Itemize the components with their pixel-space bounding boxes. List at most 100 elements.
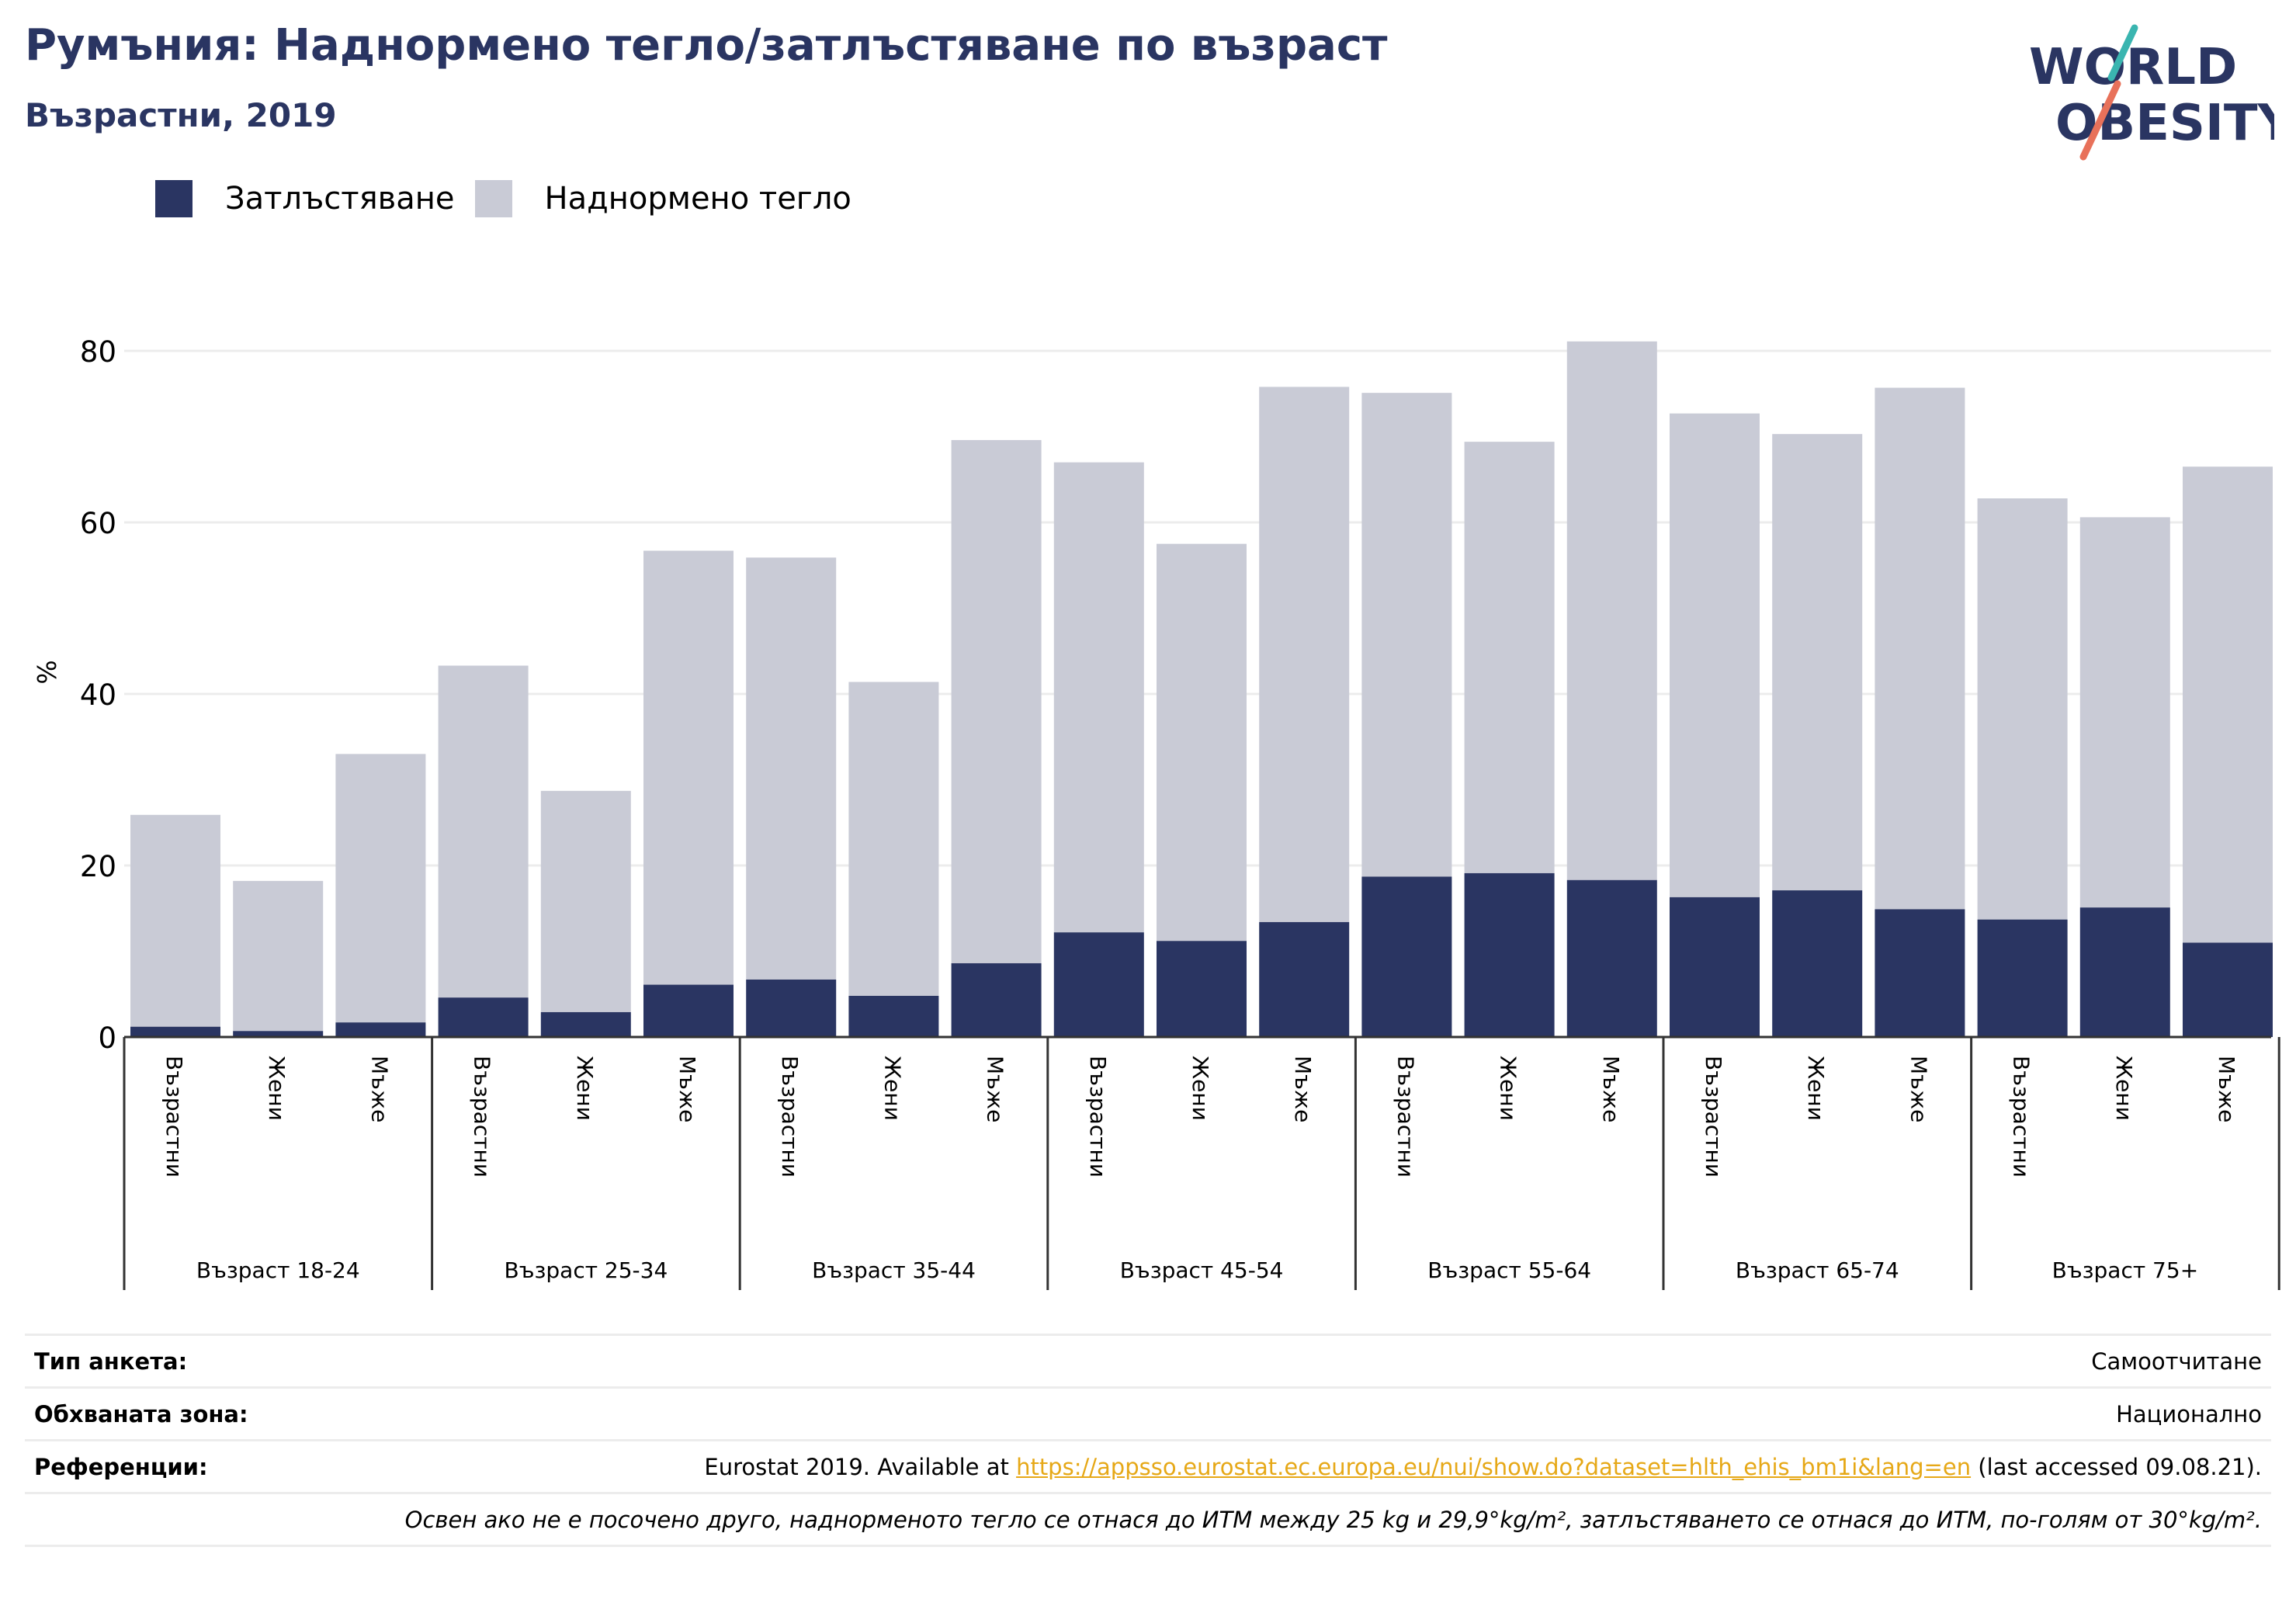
x-group-label: Възраст 55-64 <box>1427 1257 1591 1283</box>
x-subcategory-label: Жени <box>572 1056 598 1121</box>
info-row-coverage: Обхваната зона: Национално <box>25 1386 2271 1441</box>
x-subcategory-label: Мъже <box>1906 1056 1931 1122</box>
y-tick-label: 0 <box>98 1021 116 1055</box>
x-subcategory-label: Жени <box>2111 1056 2137 1121</box>
x-subcategory-label: Мъже <box>1290 1056 1316 1122</box>
y-axis-label: % <box>32 660 62 684</box>
x-group-label: Възраст 25-34 <box>505 1257 668 1283</box>
x-subcategory-label: Жени <box>879 1056 905 1121</box>
bar-chart: 0 20 40 60 80% Възрастни Жени Мъже Възрастни Жени… <box>32 335 2280 1290</box>
x-subcategory-label: Мъже <box>366 1056 392 1122</box>
info-label-survey-type: Тип анкета: <box>25 1334 314 1389</box>
info-label-coverage: Обхваната зона: <box>25 1386 314 1441</box>
y-tick-label: 40 <box>80 678 116 712</box>
x-subcategory-label: Възрастни <box>2009 1056 2034 1178</box>
x-subcategory-label: Жени <box>1188 1056 1213 1121</box>
bar-overweight <box>1157 543 1247 942</box>
bar-obesity <box>1977 919 2068 1037</box>
x-subcategory-label: Възрастни <box>1393 1056 1418 1178</box>
y-tick-label: 80 <box>80 335 116 369</box>
bar-obesity <box>848 995 939 1037</box>
x-subcategory-label: Жени <box>1803 1056 1829 1121</box>
x-subcategory-label: Жени <box>1496 1056 1521 1121</box>
bar-overweight <box>1875 387 1965 910</box>
bar-overweight <box>1464 442 1555 873</box>
x-group-label: Възраст 45-54 <box>1120 1257 1284 1283</box>
logo-slash-coral <box>2079 80 2121 161</box>
legend-label-overweight: Наднормено тегло <box>544 181 851 217</box>
bar-obesity <box>1566 879 1657 1037</box>
info-row-footnote: Освен ако не е посочено друго, наднормен… <box>25 1492 2271 1547</box>
bar-overweight <box>746 557 837 980</box>
logo-word-world: WORLD <box>2029 39 2237 96</box>
bar-overweight <box>1670 413 1760 897</box>
bar-obesity <box>1670 897 1760 1037</box>
page-title: Румъния: Наднормено тегло/затлъстяване п… <box>25 20 1388 71</box>
bar-overweight <box>2079 517 2170 908</box>
x-subcategory-label: Възрастни <box>777 1056 803 1178</box>
bar-obesity <box>438 997 529 1037</box>
bar-overweight <box>2183 467 2273 943</box>
bar-obesity <box>951 963 1042 1037</box>
bar-overweight <box>1772 434 1863 891</box>
bar-obesity <box>130 1026 220 1037</box>
bar-overweight <box>643 550 734 985</box>
legend-swatch-obesity <box>155 180 192 217</box>
x-subcategory-label: Жени <box>264 1056 290 1121</box>
bar-overweight <box>1259 387 1350 922</box>
info-value-references: Eurostat 2019. Available at https://apps… <box>314 1439 2271 1494</box>
x-subcategory-label: Възрастни <box>1701 1056 1726 1178</box>
bar-obesity <box>746 979 837 1037</box>
reference-prefix: Eurostat 2019. Available at <box>704 1453 1017 1480</box>
y-tick-label: 20 <box>80 850 116 883</box>
bar-overweight <box>335 754 426 1023</box>
bar-obesity <box>1157 941 1247 1037</box>
bar-obesity <box>335 1022 426 1037</box>
x-subcategory-label: Възрастни <box>470 1056 495 1178</box>
bar-overweight <box>130 814 220 1027</box>
info-value-survey-type: Самоотчитане <box>314 1334 2271 1389</box>
bar-obesity <box>1259 921 1350 1037</box>
x-group-label: Възраст 18-24 <box>196 1257 360 1283</box>
x-group-label: Възраст 65-74 <box>1736 1257 1899 1283</box>
info-label-references: Референции: <box>25 1439 314 1494</box>
x-subcategory-label: Възрастни <box>161 1056 187 1178</box>
bar-obesity <box>1464 872 1555 1037</box>
reference-suffix: (last accessed 09.08.21). <box>1971 1453 2262 1480</box>
x-subcategory-label: Мъже <box>675 1056 700 1122</box>
x-group-label: Възраст 35-44 <box>812 1257 976 1283</box>
bar-overweight <box>848 682 939 996</box>
bar-obesity <box>1772 890 1863 1037</box>
bar-obesity <box>2079 907 2170 1037</box>
x-subcategory-label: Мъже <box>2214 1056 2239 1122</box>
bar-overweight <box>540 790 631 1012</box>
bar-obesity <box>2183 942 2273 1037</box>
footnote: Освен ако не е посочено друго, наднормен… <box>25 1492 2271 1547</box>
x-subcategory-label: Мъже <box>983 1056 1008 1122</box>
bar-obesity <box>1053 932 1144 1037</box>
x-subcategory-label: Възрастни <box>1085 1056 1111 1178</box>
info-table: Тип анкета: Самоотчитане Обхваната зона:… <box>25 1334 2271 1547</box>
logo-slash-teal <box>2107 24 2138 82</box>
reference-link[interactable]: https://appsso.eurostat.ec.europa.eu/nui… <box>1016 1453 1972 1480</box>
chart-legend: Затлъстяване Наднормено тегло <box>155 179 872 219</box>
bar-overweight <box>1566 341 1657 880</box>
bar-overweight <box>438 665 529 998</box>
bar-overweight <box>1053 462 1144 933</box>
page-subtitle: Възрастни, 2019 <box>25 96 337 134</box>
bar-overweight <box>951 439 1042 963</box>
legend-item-obesity: Затлъстяване <box>155 180 455 217</box>
bar-overweight <box>1977 498 2068 920</box>
info-row-survey-type: Тип анкета: Самоотчитане <box>25 1334 2271 1389</box>
bar-obesity <box>540 1011 631 1037</box>
bar-overweight <box>233 880 324 1032</box>
legend-label-obesity: Затлъстяване <box>225 181 455 217</box>
y-tick-label: 60 <box>80 507 116 540</box>
info-row-references: Референции: Eurostat 2019. Available at … <box>25 1439 2271 1494</box>
bar-obesity <box>1361 876 1452 1037</box>
bar-obesity <box>643 984 734 1037</box>
bar-obesity <box>1875 909 1965 1037</box>
legend-swatch-overweight <box>474 180 512 217</box>
info-value-coverage: Национално <box>314 1386 2271 1441</box>
x-subcategory-label: Мъже <box>1598 1056 1624 1122</box>
